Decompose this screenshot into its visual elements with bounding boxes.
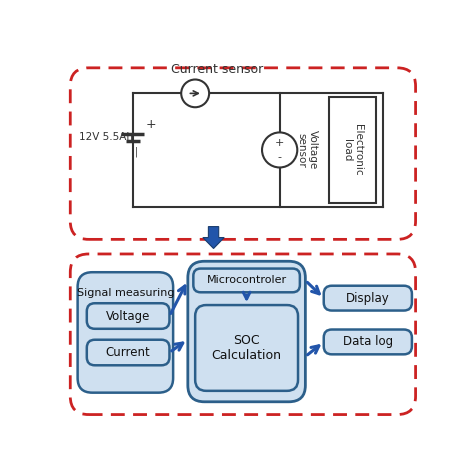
FancyBboxPatch shape <box>324 286 412 310</box>
Text: Data log: Data log <box>343 336 393 348</box>
Text: |: | <box>135 146 138 157</box>
FancyBboxPatch shape <box>329 97 376 203</box>
FancyBboxPatch shape <box>78 272 173 392</box>
Text: Microcontroler: Microcontroler <box>207 275 287 285</box>
FancyBboxPatch shape <box>193 269 300 292</box>
FancyBboxPatch shape <box>70 68 416 239</box>
Circle shape <box>181 80 209 107</box>
Text: +: + <box>275 138 284 148</box>
Text: SOC
Calculation: SOC Calculation <box>211 334 282 362</box>
Text: Voltage: Voltage <box>106 310 150 322</box>
Text: -: - <box>278 152 282 162</box>
FancyBboxPatch shape <box>324 329 412 355</box>
Text: Electronic
load: Electronic load <box>342 124 364 176</box>
Text: Current sensor: Current sensor <box>171 63 264 76</box>
FancyBboxPatch shape <box>195 305 298 391</box>
FancyBboxPatch shape <box>87 303 169 329</box>
Circle shape <box>262 132 297 167</box>
Text: Voltage
sensor: Voltage sensor <box>296 130 318 170</box>
FancyBboxPatch shape <box>87 340 169 365</box>
Text: 12V 5.5Ah: 12V 5.5Ah <box>80 132 134 142</box>
FancyBboxPatch shape <box>188 261 305 402</box>
FancyBboxPatch shape <box>70 254 416 415</box>
Text: +: + <box>146 118 156 131</box>
Text: Current: Current <box>106 346 151 359</box>
Polygon shape <box>203 227 224 248</box>
Text: Display: Display <box>346 292 390 305</box>
Text: Signal measuring: Signal measuring <box>77 288 174 298</box>
